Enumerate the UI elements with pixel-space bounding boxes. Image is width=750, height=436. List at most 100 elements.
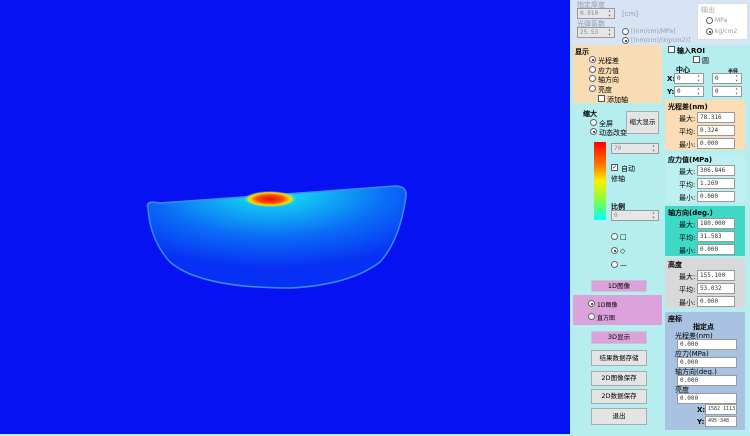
stats-axis-avg-value[interactable]: 31.583 bbox=[697, 231, 735, 242]
radius-label: 半径 bbox=[728, 69, 739, 75]
save-2d-image-button[interactable]: 2D图像保存 bbox=[591, 371, 647, 386]
add-axis-label: 添加轴 bbox=[607, 96, 628, 104]
stress-hotspot bbox=[244, 191, 296, 207]
plot-type-group: 1D图像 直方图 bbox=[573, 295, 662, 325]
unit-mpa-label: [(nm/cm)/MPa] bbox=[631, 28, 676, 35]
stats-opd-title: 光程差(nm) bbox=[668, 103, 708, 111]
stats-brightness-min-value[interactable]: 0.000 bbox=[697, 296, 735, 307]
thickness-input[interactable]: 0.010 bbox=[577, 8, 615, 19]
zoom-title: 缩大 bbox=[583, 110, 597, 118]
stats-stress-group: 应力值(MPa) 最大: 306.846 平均: 1.269 最小: 0.000 bbox=[665, 153, 745, 203]
display-stress-label: 应力值 bbox=[598, 67, 619, 75]
plot-hist-label: 直方图 bbox=[597, 315, 616, 322]
stats-opd-max-value[interactable]: 78.316 bbox=[697, 112, 735, 123]
stats-stress-max-value[interactable]: 306.846 bbox=[697, 165, 735, 176]
coord-opd-value[interactable]: 0.000 bbox=[677, 339, 737, 350]
stats-axis-min-value[interactable]: 0.000 bbox=[697, 244, 735, 255]
stats-axis-title: 轴方向(deg.) bbox=[668, 209, 713, 217]
circle-checkbox[interactable] bbox=[693, 56, 700, 63]
y-label: Y: bbox=[667, 88, 675, 96]
settings-area: 指定厚度 0.010 [cm] 光弹系数 25.53 [(nm/cm)/MPa]… bbox=[570, 0, 750, 45]
zoom-dynamic-label: 动态改变 bbox=[599, 129, 627, 137]
roi-group: 输入ROI 圆 中心 半径 X: 0 0 Y: 0 0 bbox=[665, 44, 747, 99]
roi-checkbox[interactable] bbox=[668, 46, 675, 53]
stats-brightness-max-value[interactable]: 155.100 bbox=[697, 270, 735, 281]
coef-input[interactable]: 25.53 bbox=[577, 27, 615, 38]
coords-title: 座标 bbox=[668, 315, 682, 323]
output-title: 输出 bbox=[701, 6, 715, 14]
unit-kg-label: [(nm/cm)/(kg/cm2)] bbox=[631, 37, 691, 44]
scale-max-input[interactable]: 70 bbox=[611, 143, 659, 154]
exit-button[interactable]: 退出 bbox=[591, 408, 647, 425]
add-axis-checkbox[interactable] bbox=[598, 95, 605, 102]
stats-opd-avg-value[interactable]: 0.324 bbox=[697, 125, 735, 136]
stats-axis-group: 轴方向(deg.) 最大: 180.000 平均: 31.583 最小: 0.000 bbox=[665, 206, 745, 256]
stats-axis-max-value[interactable]: 180.000 bbox=[697, 218, 735, 229]
zoom-group: 缩大 全屏 动态改变 缩大显示 70 ✓ 自动 修轴 比例 0 □ ◇ — bbox=[573, 106, 662, 276]
output-kg-radio[interactable] bbox=[706, 28, 713, 35]
unit-kg-radio[interactable] bbox=[622, 37, 629, 44]
zoom-dynamic-radio[interactable] bbox=[590, 128, 597, 135]
display-opd-radio[interactable] bbox=[589, 56, 596, 63]
radius-x-input[interactable]: 0 bbox=[712, 73, 742, 84]
center-label: 中心 bbox=[676, 66, 690, 74]
stats-brightness-avg-value[interactable]: 53.032 bbox=[697, 283, 735, 294]
zoom-display-button[interactable]: 缩大显示 bbox=[626, 111, 659, 134]
coord-stress-label: 应力(MPa) bbox=[675, 350, 709, 358]
coord-x-value[interactable]: 1582 1113 bbox=[705, 404, 737, 415]
save-2d-data-button[interactable]: 2D数据保存 bbox=[591, 389, 647, 404]
stats-max-label: 最大: bbox=[679, 273, 696, 281]
stats-min-label: 最小: bbox=[679, 194, 696, 202]
display-axis-label: 轴方向 bbox=[598, 76, 619, 84]
center-y-input[interactable]: 0 bbox=[674, 86, 704, 97]
stats-max-label: 最大: bbox=[679, 221, 696, 229]
scale-title: 比例 bbox=[611, 203, 625, 211]
scale-input[interactable]: 0 bbox=[611, 210, 659, 221]
display-3d-button[interactable]: 3D显示 bbox=[591, 331, 647, 344]
stats-stress-avg-value[interactable]: 1.269 bbox=[697, 178, 735, 189]
stats-brightness-title: 高度 bbox=[668, 261, 682, 269]
plot-1d-label: 1D图像 bbox=[597, 302, 618, 309]
thickness-label: 指定厚度 bbox=[577, 1, 605, 9]
circle-label: 圆 bbox=[702, 57, 709, 65]
display-title: 显示 bbox=[575, 48, 589, 56]
coord-y-value[interactable]: 495 348 bbox=[705, 416, 737, 427]
display-axis-radio[interactable] bbox=[589, 75, 596, 82]
display-opd-label: 光程差 bbox=[598, 57, 619, 65]
zoom-fullscreen-label: 全屏 bbox=[599, 120, 613, 128]
plot-hist-radio[interactable] bbox=[588, 313, 595, 320]
display-group: 显示 光程差 应力值 轴方向 亮度 添加轴 bbox=[573, 45, 662, 104]
save-result-button[interactable]: 结果数据存储 bbox=[591, 350, 647, 366]
coord-bright-value[interactable]: 0.000 bbox=[677, 393, 737, 404]
shape-line-label: — bbox=[620, 261, 627, 269]
shape-square-radio[interactable] bbox=[611, 233, 618, 240]
output-mpa-radio[interactable] bbox=[706, 17, 713, 24]
shape-line-radio[interactable] bbox=[611, 261, 618, 268]
display-stress-radio[interactable] bbox=[589, 66, 596, 73]
stats-opd-group: 光程差(nm) 最大: 78.316 平均: 0.324 最小: 0.000 bbox=[665, 100, 745, 150]
display-brightness-radio[interactable] bbox=[589, 85, 596, 92]
coord-axis-label: 轴方向(deg.) bbox=[675, 368, 717, 376]
unit-mpa-radio[interactable] bbox=[622, 28, 629, 35]
coordinates-group: 座标 指定点 光程差(nm) 0.000 应力(MPa) 0.000 轴方向(d… bbox=[665, 312, 745, 430]
stats-avg-label: 平均: bbox=[679, 181, 696, 189]
auto-checkbox[interactable]: ✓ bbox=[611, 164, 618, 171]
plot-1d-radio[interactable] bbox=[588, 300, 595, 307]
stats-opd-min-value[interactable]: 0.000 bbox=[697, 138, 735, 149]
shape-diamond-radio[interactable] bbox=[611, 247, 618, 254]
center-x-input[interactable]: 0 bbox=[674, 73, 704, 84]
axis-label: 修轴 bbox=[611, 175, 625, 183]
stats-min-label: 最小: bbox=[679, 299, 696, 307]
lens-body bbox=[146, 185, 407, 289]
point-label: 指定点 bbox=[693, 323, 714, 331]
stress-image-view[interactable] bbox=[0, 0, 570, 434]
stats-stress-min-value[interactable]: 0.000 bbox=[697, 191, 735, 202]
output-group: 输出 MPa kg/cm2 bbox=[697, 3, 748, 40]
zoom-fullscreen-radio[interactable] bbox=[590, 119, 597, 126]
coord-stress-value[interactable]: 0.000 bbox=[677, 357, 737, 368]
coord-axis-value[interactable]: 0.000 bbox=[677, 375, 737, 386]
stats-min-label: 最小: bbox=[679, 247, 696, 255]
radius-y-input[interactable]: 0 bbox=[712, 86, 742, 97]
coord-bright-label: 亮度 bbox=[675, 386, 689, 394]
image-1d-button[interactable]: 1D图像 bbox=[591, 280, 647, 292]
